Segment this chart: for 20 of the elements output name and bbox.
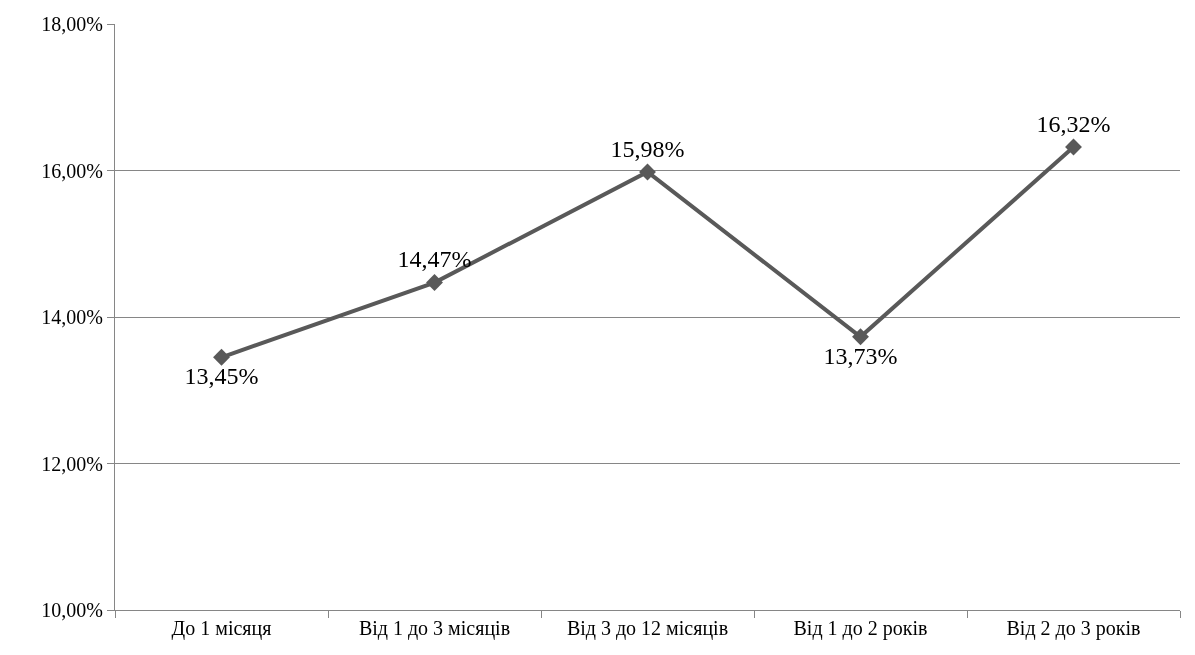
- data-label: 16,32%: [1036, 110, 1111, 137]
- point: [213, 348, 230, 366]
- data-label: 13,73%: [823, 342, 898, 369]
- data-label: 13,45%: [184, 363, 259, 390]
- y-tick-label: 18,00%: [41, 13, 103, 35]
- point: [852, 328, 869, 346]
- point: [426, 274, 443, 292]
- point: [639, 163, 656, 181]
- y-tick-label: 16,00%: [41, 159, 103, 182]
- y-tick-label: 12,00%: [41, 452, 103, 475]
- x-tick-label: Від 3 до 12 місяців: [566, 617, 729, 640]
- x-tick-label: Від 1 до 2 років: [793, 617, 928, 640]
- x-tick-label: До 1 місяця: [171, 617, 272, 640]
- point: [1065, 138, 1082, 156]
- data-label: 15,98%: [610, 135, 685, 162]
- x-tick-label: Від 1 до 3 місяців: [358, 617, 511, 640]
- y-tick-label: 10,00%: [41, 599, 103, 621]
- x-tick-label: Від 2 до 3 років: [1006, 617, 1141, 640]
- y-tick-label: 14,00%: [41, 306, 103, 328]
- data-label: 14,47%: [397, 246, 472, 273]
